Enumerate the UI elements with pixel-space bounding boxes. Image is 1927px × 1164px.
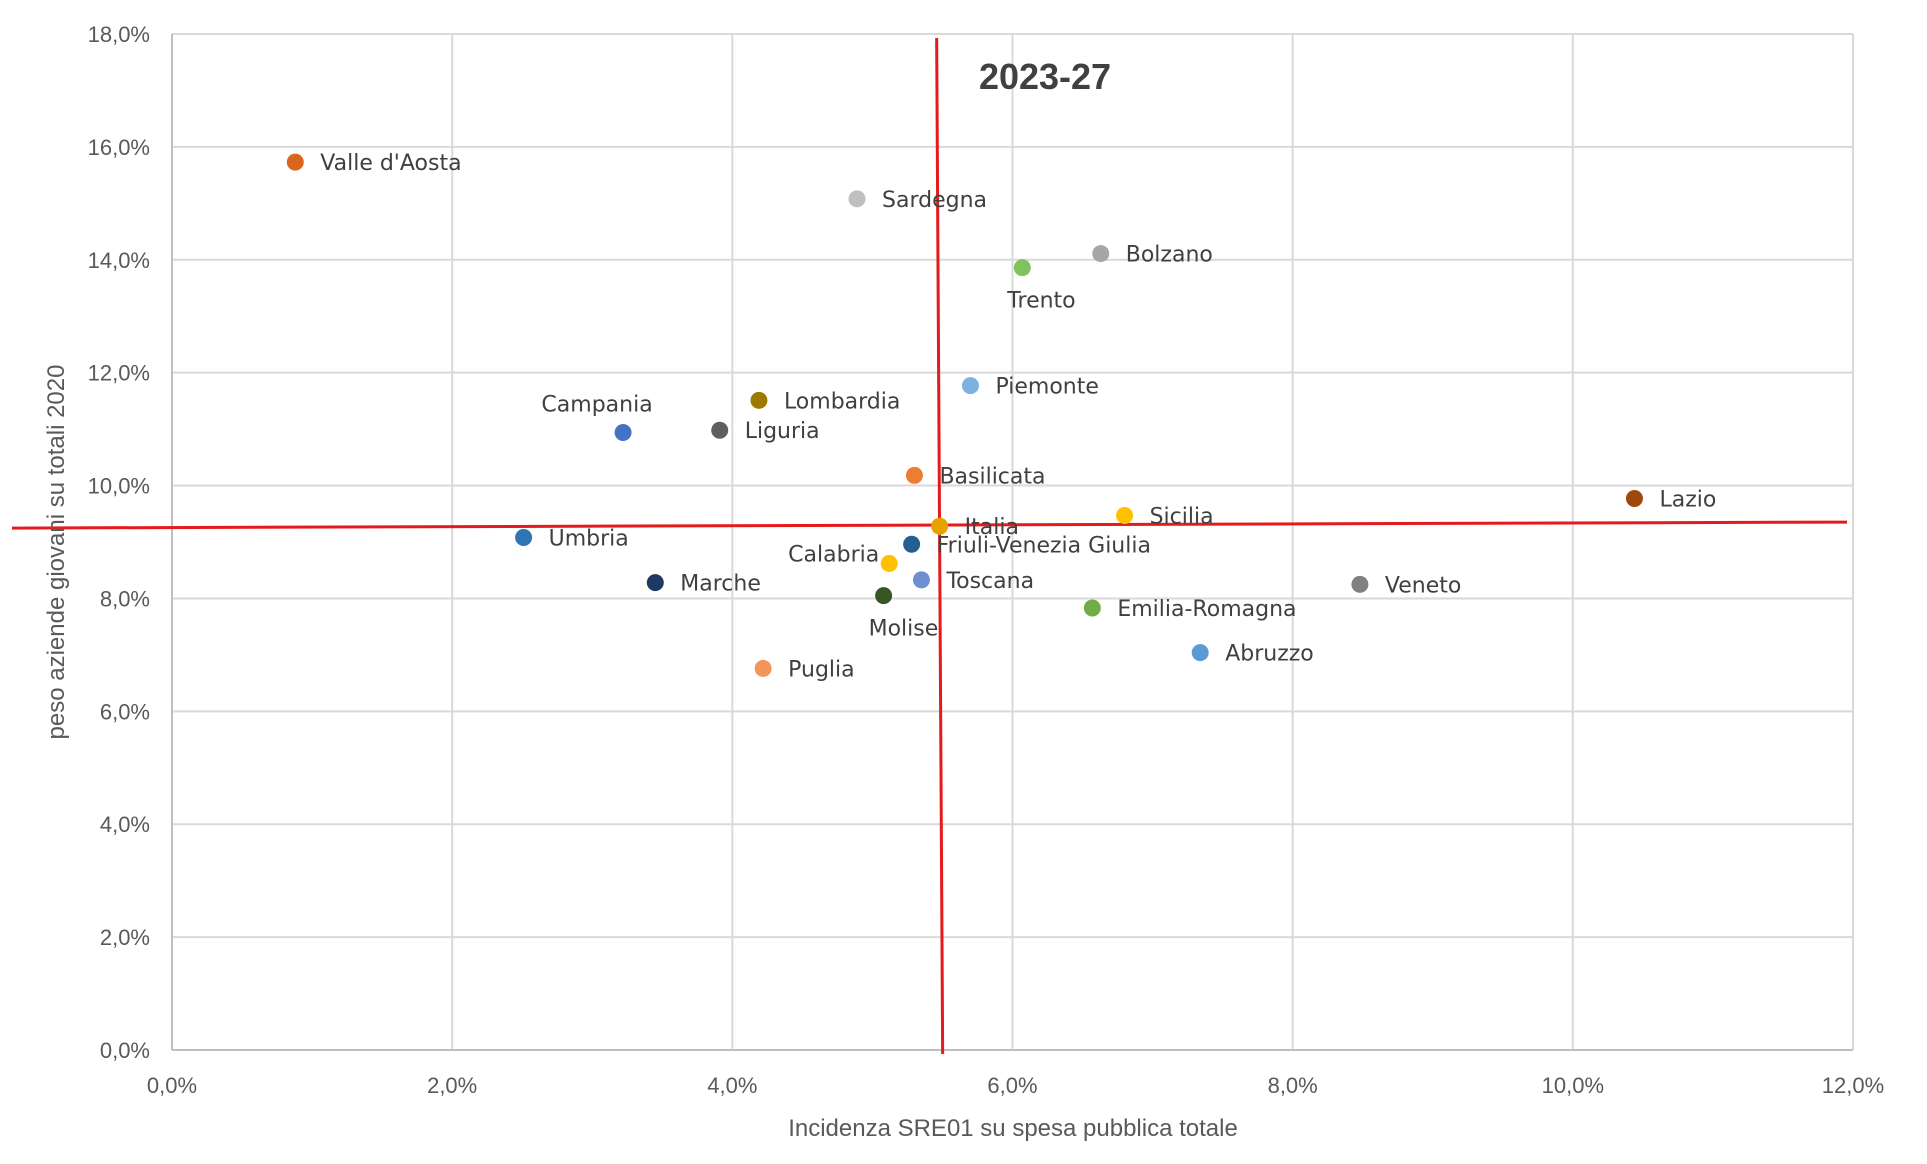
data-label: Abruzzo xyxy=(1225,642,1314,667)
data-label: Friuli-Venezia Giulia xyxy=(937,533,1151,558)
data-label: Marche xyxy=(680,572,761,597)
data-points xyxy=(286,153,1643,677)
data-label: Veneto xyxy=(1385,573,1461,598)
data-label: Lazio xyxy=(1659,488,1716,513)
x-tick-label: 2,0% xyxy=(427,1073,477,1098)
y-tick-label: 0,0% xyxy=(100,1038,150,1063)
data-label: Liguria xyxy=(745,419,820,444)
data-label: Emilia-Romagna xyxy=(1117,597,1296,622)
data-point xyxy=(931,517,949,535)
data-label: Umbria xyxy=(549,526,629,551)
reference-line-vertical xyxy=(935,37,945,1055)
grid-lines xyxy=(172,33,1854,1050)
x-tick-label: 4,0% xyxy=(707,1073,757,1098)
x-tick-label: 10,0% xyxy=(1542,1073,1604,1098)
data-point xyxy=(848,190,866,208)
data-label: Italia xyxy=(965,515,1019,540)
y-tick-label: 12,0% xyxy=(88,361,150,386)
data-point xyxy=(711,421,729,439)
data-label: Toscana xyxy=(945,569,1034,594)
y-axis-title: peso aziende giovani su totali 2020 xyxy=(43,365,70,740)
data-label: Calabria xyxy=(788,542,879,567)
data-point xyxy=(1116,506,1134,524)
data-point xyxy=(1013,259,1031,277)
y-tick-label: 2,0% xyxy=(100,925,150,950)
data-point xyxy=(1191,644,1209,662)
point-labels: Valle d'Aosta Sardegna Bolzano Trento Piemon… xyxy=(320,151,1716,682)
y-tick-label: 8,0% xyxy=(100,586,150,611)
data-point xyxy=(1351,575,1369,593)
data-point xyxy=(614,423,632,441)
y-tick-label: 4,0% xyxy=(100,812,150,837)
data-point xyxy=(646,574,664,592)
data-label: Bolzano xyxy=(1126,243,1213,268)
data-label: Trento xyxy=(1006,289,1075,314)
data-label: Piemonte xyxy=(995,375,1098,400)
data-label: Sardegna xyxy=(882,188,987,213)
reference-lines xyxy=(11,37,1848,1055)
y-tick-label: 18,0% xyxy=(88,22,150,47)
reference-line-horizontal xyxy=(11,520,1848,530)
chart-title: 2023-27 xyxy=(979,56,1111,97)
x-tick-label: 6,0% xyxy=(987,1073,1037,1098)
x-tick-label: 8,0% xyxy=(1268,1073,1318,1098)
data-point xyxy=(1092,245,1110,263)
data-label: Campania xyxy=(541,392,652,417)
data-label: Sicilia xyxy=(1150,504,1214,529)
data-label: Valle d'Aosta xyxy=(320,151,461,176)
data-point xyxy=(750,391,768,409)
x-tick-label: 0,0% xyxy=(147,1073,197,1098)
data-point xyxy=(1625,490,1643,508)
data-point xyxy=(754,659,772,677)
y-tick-label: 6,0% xyxy=(100,699,150,724)
data-label: Lombardia xyxy=(784,389,900,414)
x-axis-title: Incidenza SRE01 su spesa pubblica totale xyxy=(788,1115,1238,1142)
data-point xyxy=(875,587,893,605)
data-point xyxy=(905,466,923,484)
data-point xyxy=(912,571,930,589)
data-label: Basilicata xyxy=(939,464,1045,489)
y-tick-label: 14,0% xyxy=(88,248,150,273)
data-point xyxy=(286,153,304,171)
data-point xyxy=(1083,599,1101,617)
data-point xyxy=(880,554,898,572)
x-tick-label: 12,0% xyxy=(1822,1073,1884,1098)
data-label: Molise xyxy=(869,617,939,642)
axes: 0,0% 2,0% 4,0% 6,0% 8,0% 10,0% 12,0% 14,0% 16,0%… xyxy=(88,22,1885,1098)
data-point xyxy=(515,528,533,546)
y-tick-label: 10,0% xyxy=(88,474,150,499)
y-tick-label: 16,0% xyxy=(88,135,150,160)
data-point xyxy=(961,377,979,395)
data-label: Puglia xyxy=(788,657,855,682)
data-point xyxy=(903,535,921,553)
